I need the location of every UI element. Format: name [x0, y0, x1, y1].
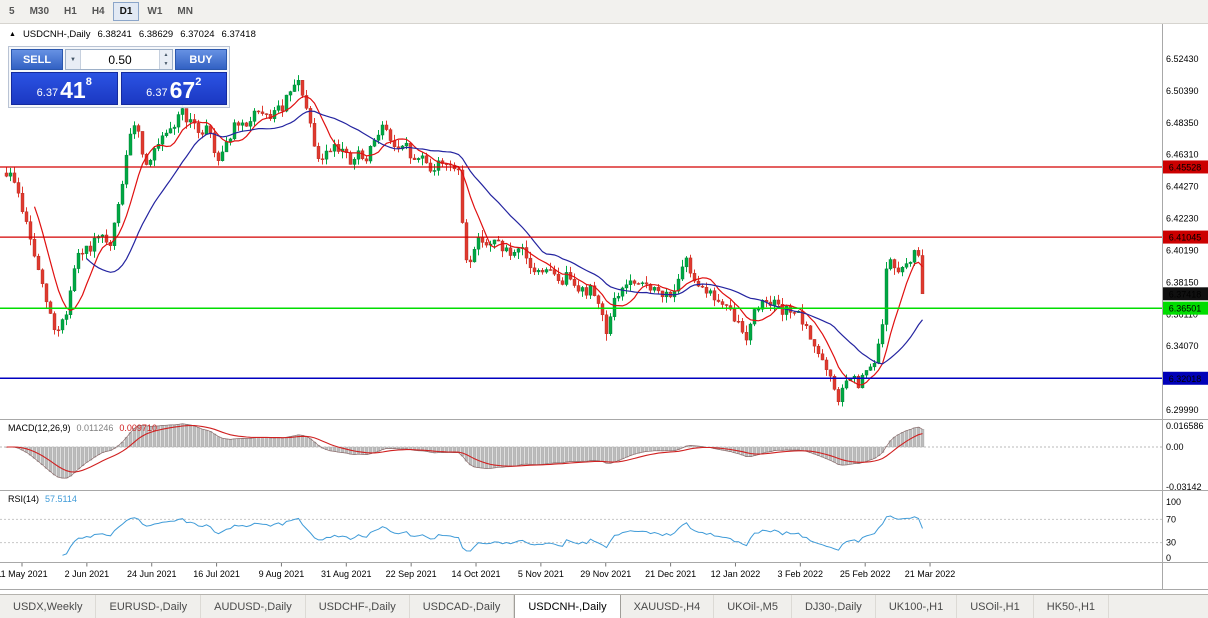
svg-text:6.40190: 6.40190 — [1166, 245, 1199, 255]
ohlc-low: 6.37024 — [180, 29, 215, 40]
candlestick-series — [4, 75, 925, 407]
tab-ukoil-m5[interactable]: UKOil-,M5 — [714, 595, 792, 618]
svg-text:11 May 2021: 11 May 2021 — [0, 569, 48, 579]
svg-text:6.42230: 6.42230 — [1166, 214, 1199, 224]
svg-text:24 Jun 2021: 24 Jun 2021 — [127, 569, 177, 579]
svg-text:6.46310: 6.46310 — [1166, 150, 1199, 160]
svg-text:6.38150: 6.38150 — [1166, 277, 1199, 287]
tab-xauusd-h4[interactable]: XAUUSD-,H4 — [621, 595, 715, 618]
volume-spinner-up-icon[interactable]: ▲ — [160, 50, 172, 60]
buy-price-display[interactable]: 6.37 67 2 — [120, 72, 227, 105]
tab-usdx-weekly[interactable]: USDX,Weekly — [0, 595, 97, 618]
svg-text:6.36501: 6.36501 — [1169, 304, 1202, 314]
timeframe-button-mn[interactable]: MN — [170, 2, 200, 21]
svg-text:-0.03142: -0.03142 — [1166, 482, 1202, 492]
ma-line-8 — [33, 95, 923, 386]
level-badge-6.45528: 6.45528 — [1163, 160, 1208, 174]
sell-price-big: 41 — [60, 77, 86, 103]
tab-uk100-h1[interactable]: UK100-,H1 — [876, 595, 958, 618]
level-badge-6.32018: 6.32018 — [1163, 371, 1208, 385]
svg-text:6.32018: 6.32018 — [1169, 374, 1202, 384]
volume-spinner-down-icon[interactable]: ▼ — [160, 59, 172, 69]
svg-text:6.37418: 6.37418 — [1169, 289, 1202, 299]
volume-dropdown-icon[interactable]: ▼ — [66, 50, 81, 69]
symbol-up-arrow-icon: ▲ — [9, 31, 16, 38]
buy-button[interactable]: BUY — [175, 49, 227, 70]
svg-text:6.44270: 6.44270 — [1166, 182, 1199, 192]
svg-text:0: 0 — [1166, 553, 1171, 563]
tab-hk50-h1[interactable]: HK50-,H1 — [1034, 595, 1110, 618]
buy-price-small: 6.37 — [146, 87, 168, 99]
svg-text:22 Sep 2021: 22 Sep 2021 — [386, 569, 437, 579]
ohlc-open: 6.38241 — [97, 29, 132, 40]
macd-label: MACD(12,26,9) 0.011246 0.009710 — [8, 423, 157, 433]
tab-usdcnh-daily[interactable]: USDCNH-,Daily — [514, 595, 621, 618]
volume-control: ▼ 0.50 ▲ ▼ — [65, 49, 173, 70]
one-click-trading-panel: SELL ▼ 0.50 ▲ ▼ BUY 6.37 41 8 6.37 67 2 — [8, 46, 230, 108]
tab-usdchf-daily[interactable]: USDCHF-,Daily — [306, 595, 410, 618]
chart-title: ▲ USDCNH-,Daily 6.38241 6.38629 6.37024 … — [9, 29, 256, 40]
svg-text:12 Jan 2022: 12 Jan 2022 — [711, 569, 761, 579]
volume-input[interactable]: 0.50 — [108, 52, 132, 67]
svg-text:6.29990: 6.29990 — [1166, 405, 1199, 415]
svg-text:0.00: 0.00 — [1166, 442, 1184, 452]
sell-price-small: 6.37 — [36, 87, 59, 99]
svg-text:6.52430: 6.52430 — [1166, 54, 1199, 64]
sell-price-sup: 8 — [85, 76, 92, 88]
timeframe-button-w1[interactable]: W1 — [140, 2, 169, 21]
svg-text:29 Nov 2021: 29 Nov 2021 — [580, 569, 631, 579]
svg-text:2 Jun 2021: 2 Jun 2021 — [65, 569, 110, 579]
svg-text:21 Dec 2021: 21 Dec 2021 — [645, 569, 696, 579]
svg-text:6.41045: 6.41045 — [1169, 233, 1202, 243]
current-price-badge: 6.37418 — [1163, 287, 1208, 301]
svg-text:6.50390: 6.50390 — [1166, 86, 1199, 96]
tab-usdcad-daily[interactable]: USDCAD-,Daily — [410, 595, 515, 618]
svg-text:25 Feb 2022: 25 Feb 2022 — [840, 569, 891, 579]
svg-text:21 Mar 2022: 21 Mar 2022 — [905, 569, 956, 579]
timeframe-button-5[interactable]: 5 — [2, 2, 22, 21]
svg-text:14 Oct 2021: 14 Oct 2021 — [451, 569, 500, 579]
ohlc-high: 6.38629 — [138, 29, 174, 40]
level-badge-6.41045: 6.41045 — [1163, 230, 1208, 244]
level-badge-6.36501: 6.36501 — [1163, 301, 1208, 315]
buy-price-big: 67 — [169, 77, 196, 103]
svg-text:30: 30 — [1166, 538, 1176, 548]
buy-price-sup: 2 — [195, 76, 202, 88]
svg-text:100: 100 — [1166, 497, 1181, 507]
chart-symbol-label: USDCNH-,Daily — [22, 29, 91, 40]
timeframe-toolbar: 5 M30 H1 H4 D1 W1 MN — [0, 0, 1208, 24]
svg-text:9 Aug 2021: 9 Aug 2021 — [259, 569, 305, 579]
volume-spinner: ▲ ▼ — [159, 50, 172, 69]
tab-dj30-daily[interactable]: DJ30-,Daily — [792, 595, 876, 618]
svg-text:6.34070: 6.34070 — [1166, 341, 1199, 351]
svg-text:31 Aug 2021: 31 Aug 2021 — [321, 569, 372, 579]
svg-text:6.45528: 6.45528 — [1169, 162, 1202, 172]
date-axis: 11 May 2021 2 Jun 2021 24 Jun 2021 16 Jul 2… — [0, 563, 955, 579]
rsi-series — [0, 515, 1162, 556]
tab-usoil-h1[interactable]: USOil-,H1 — [957, 595, 1034, 618]
svg-text:5 Nov 2021: 5 Nov 2021 — [518, 569, 564, 579]
sell-button[interactable]: SELL — [11, 49, 63, 70]
sell-price-display[interactable]: 6.37 41 8 — [11, 72, 118, 105]
macd-series — [0, 423, 1162, 479]
svg-text:3 Feb 2022: 3 Feb 2022 — [778, 569, 824, 579]
svg-text:70: 70 — [1166, 514, 1176, 524]
tab-eurusd-daily[interactable]: EURUSD-,Daily — [96, 595, 202, 618]
timeframe-button-h1[interactable]: H1 — [57, 2, 84, 21]
svg-text:0.016586: 0.016586 — [1166, 421, 1204, 431]
rsi-label: RSI(14) 57.5114 — [8, 494, 77, 504]
timeframe-button-d1[interactable]: D1 — [112, 2, 140, 21]
chart-tabs: USDX,Weekly EURUSD-,Daily AUDUSD-,Daily USD… — [0, 594, 1208, 618]
tab-audusd-daily[interactable]: AUDUSD-,Daily — [201, 595, 306, 618]
timeframe-button-h4[interactable]: H4 — [85, 2, 112, 21]
timeframe-button-m30[interactable]: M30 — [23, 2, 56, 21]
svg-text:16 Jul 2021: 16 Jul 2021 — [193, 569, 240, 579]
svg-text:6.48350: 6.48350 — [1166, 118, 1199, 128]
ohlc-close: 6.37418 — [221, 29, 256, 40]
